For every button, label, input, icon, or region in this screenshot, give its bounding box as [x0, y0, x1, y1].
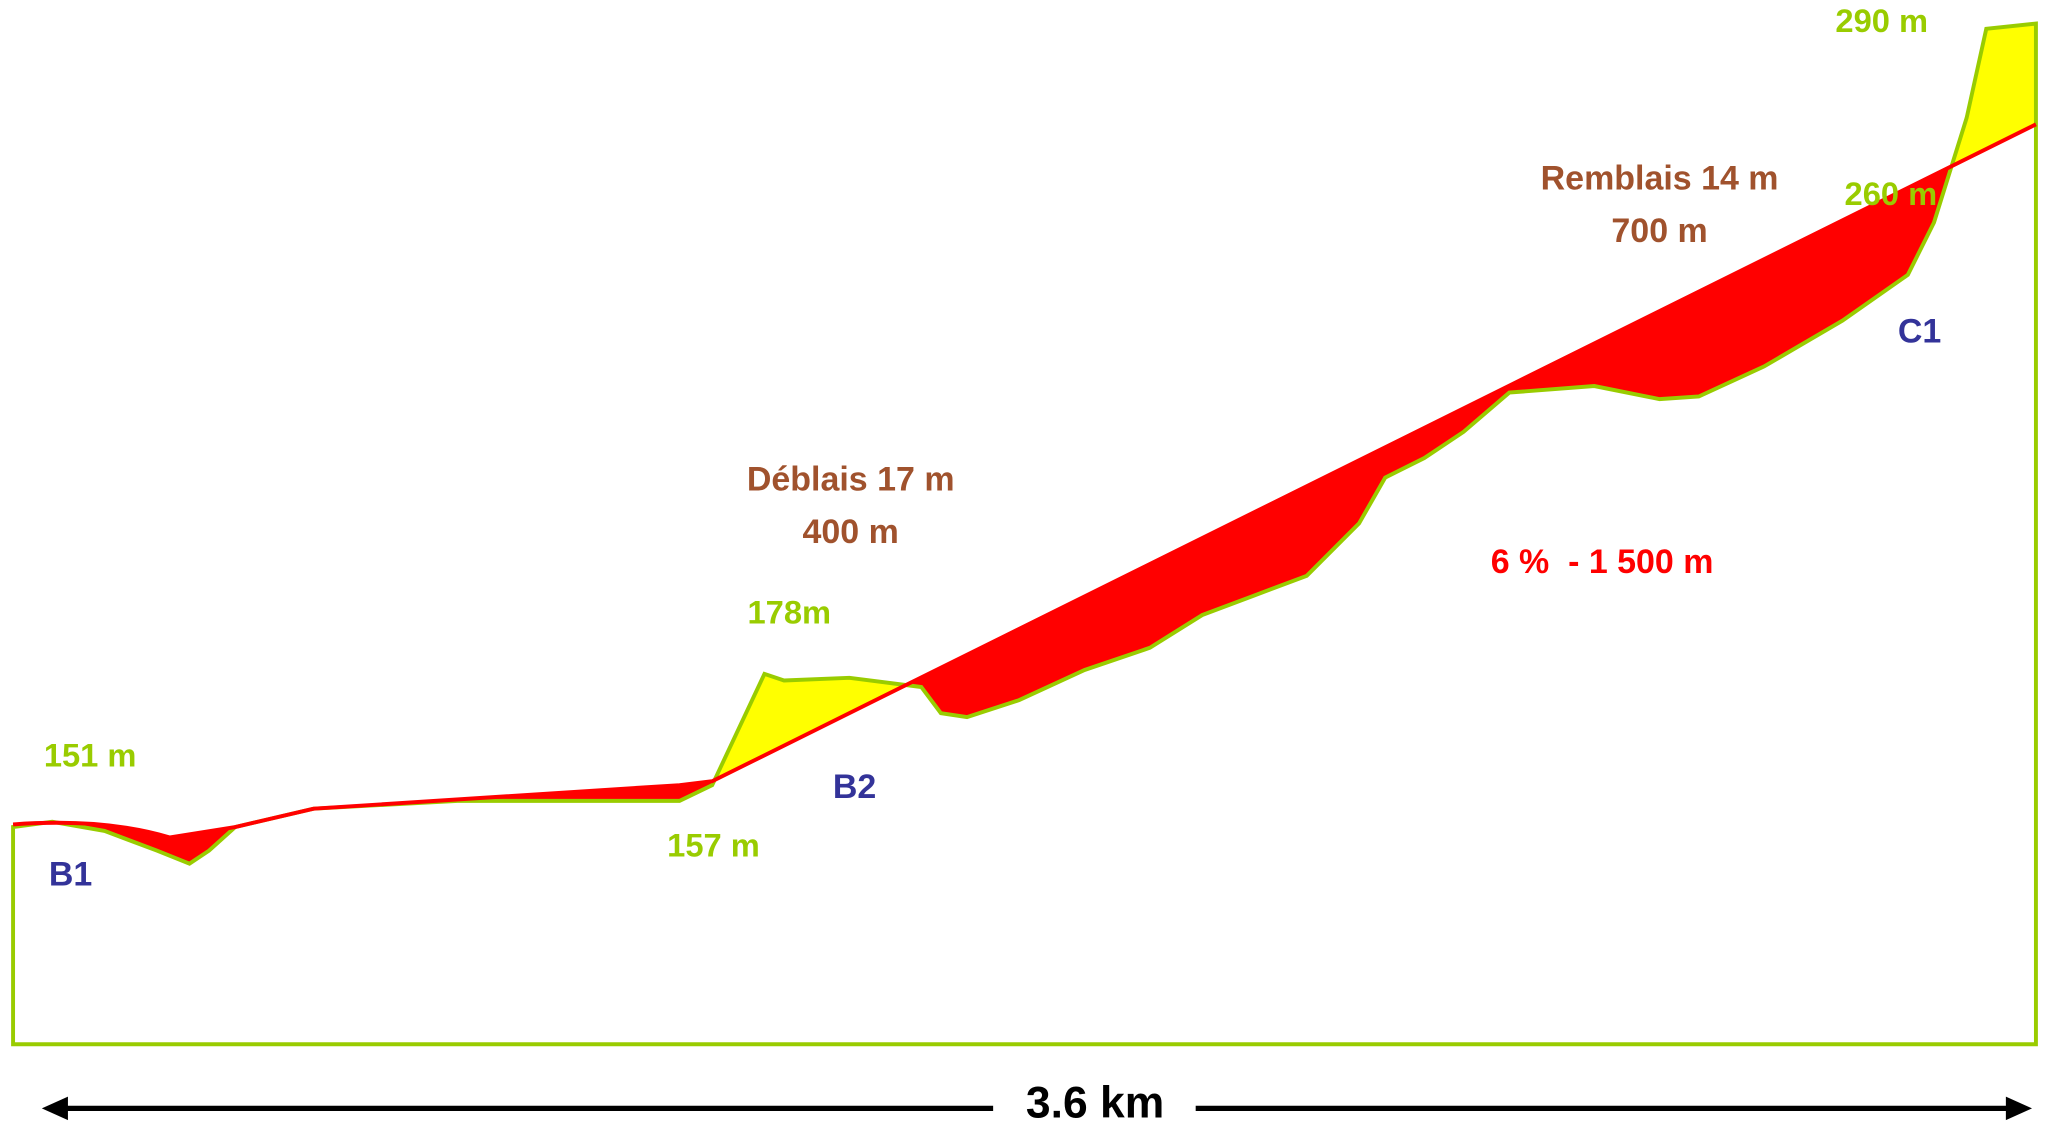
- fill-area: [13, 117, 2036, 864]
- label: 400 m: [803, 513, 899, 551]
- distance-arrow: [41, 1096, 2033, 1121]
- label: 151 m: [44, 736, 137, 773]
- ground-line: [11, 21, 2038, 1047]
- label: B1: [49, 856, 92, 894]
- label: 700 m: [1611, 212, 1707, 250]
- label: 157 m: [667, 827, 760, 864]
- label: Déblais 17 m: [747, 461, 955, 499]
- earthwork: [13, 23, 2036, 864]
- label: 178m: [748, 594, 832, 631]
- label: Remblais 14 m: [1541, 160, 1779, 198]
- label: 6 % - 1 500 m: [1491, 543, 1714, 581]
- label: C1: [1898, 313, 1941, 351]
- cut-area: [13, 23, 2036, 838]
- label: B2: [833, 768, 876, 806]
- label: 260 m: [1845, 175, 1938, 212]
- road-line: [12, 122, 2037, 840]
- label: 290 m: [1835, 2, 1928, 39]
- distance-label: 3.6 km: [1026, 1078, 1164, 1127]
